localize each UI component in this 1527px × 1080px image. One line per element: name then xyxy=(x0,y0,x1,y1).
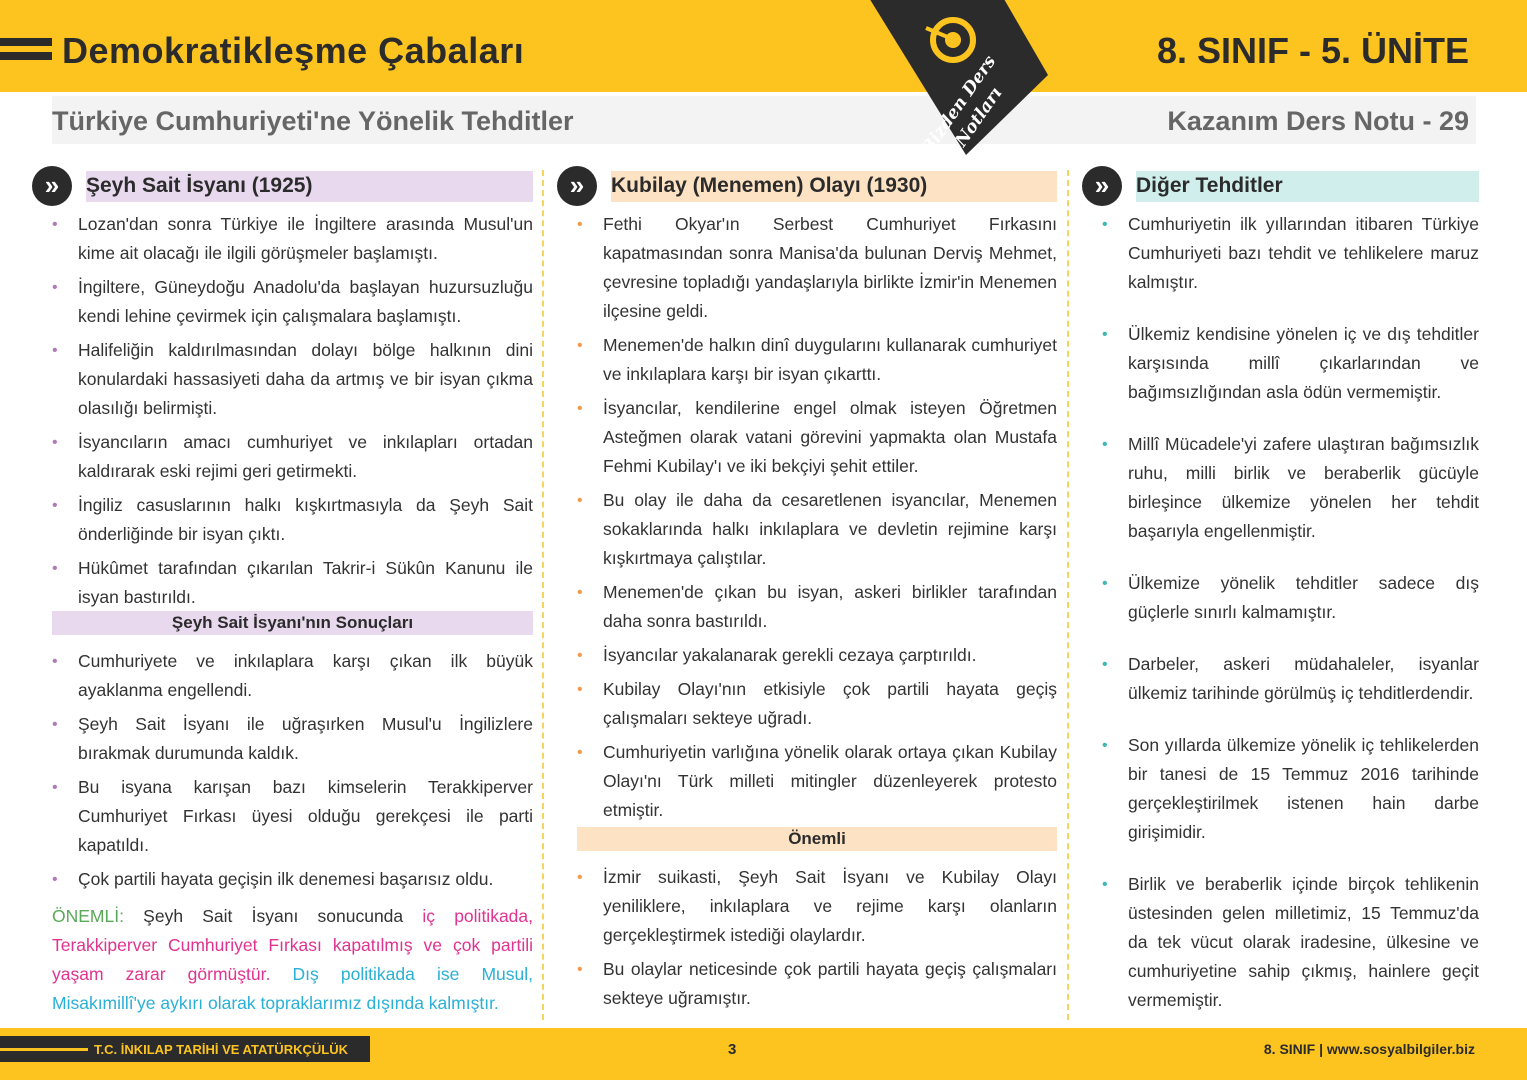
list-item: • Darbeler, askeri müdahaleler, isyanlar … xyxy=(1102,654,1479,703)
list-item: • Kubilay Olayı'nın etkisiyle çok partili… xyxy=(577,679,1057,728)
important-list: • İzmir suikasti, Şeyh Sait İsyanı ve Kub… xyxy=(577,863,1057,1013)
column-diger-tehditler: » Diğer Tehditler • Cumhuriyetin ilk yıll… xyxy=(1082,166,1479,1038)
column-seyh-sait: » Şeyh Sait İsyanı (1925) • Lozan'dan son… xyxy=(32,166,534,1018)
logo-badge: Bizden Ders Notları xyxy=(870,0,1048,159)
list-item: • Fethi Okyar'ın Serbest Cumhuriyet Fırka… xyxy=(577,214,1057,321)
section-heading: » Kubilay (Menemen) Olayı (1930) xyxy=(557,166,1057,206)
top-banner: Demokratikleşme Çabaları 8. SINIF - 5. Ü… xyxy=(0,0,1527,92)
column-kubilay: » Kubilay (Menemen) Olayı (1930) • Fethi … xyxy=(557,166,1057,1018)
list-item: • Ülkemize yönelik tehditler sadece dış g… xyxy=(1102,573,1479,622)
list-item: • İsyancıların amacı cumhuriyet ve inkıla… xyxy=(52,432,533,481)
section-heading: » Şeyh Sait İsyanı (1925) xyxy=(32,166,533,206)
list-item: • Menemen'de çıkan bu isyan, askeri birli… xyxy=(577,582,1057,631)
target-icon xyxy=(930,17,976,63)
list-item: • Hükûmet tarafından çıkarılan Takrir-i S… xyxy=(52,558,533,607)
chevron-right-icon: » xyxy=(32,166,72,206)
chevron-right-icon: » xyxy=(557,166,597,206)
list-item: • Bu olaylar neticesinde çok partili haya… xyxy=(577,959,1057,1008)
list-item: • Cumhuriyete ve inkılaplara karşı çıkan … xyxy=(52,651,533,700)
footer: T.C. İNKILAP TARİHİ VE ATATÜRKÇÜLÜK 3 8.… xyxy=(0,1028,1527,1080)
list-item: • Birlik ve beraberlik içinde birçok tehl… xyxy=(1102,874,1479,1010)
course-name: T.C. İNKILAP TARİHİ VE ATATÜRKÇÜLÜK xyxy=(94,1042,348,1057)
lesson-number: Kazanım Ders Notu - 29 xyxy=(1167,106,1469,136)
results-list: • Cumhuriyete ve inkılaplara karşı çıkan … xyxy=(52,647,533,894)
column-divider xyxy=(1067,170,1069,1020)
unit-label: 8. SINIF - 5. ÜNİTE xyxy=(1156,30,1469,71)
bullet-list: • Fethi Okyar'ın Serbest Cumhuriyet Fırka… xyxy=(577,210,1057,825)
footer-site: 8. SINIF | www.sosyalbilgiler.biz xyxy=(1263,1041,1475,1057)
list-item: • İsyancılar yakalanarak gerekli cezaya ç… xyxy=(577,645,977,665)
subheading: Şeyh Sait İsyanı'nın Sonuçları xyxy=(52,611,533,635)
chevron-right-icon: » xyxy=(1082,166,1122,206)
subheading: Önemli xyxy=(577,827,1057,851)
subtitle-bar xyxy=(52,96,1476,144)
list-item: • Millî Mücadele'yi zafere ulaştıran bağı… xyxy=(1102,434,1479,541)
column-divider xyxy=(542,170,544,1020)
page-title: Demokratikleşme Çabaları xyxy=(62,30,525,71)
list-item: • Bu olay ile daha da cesaretlenen isyanc… xyxy=(577,490,1057,568)
title-bars-icon xyxy=(0,38,52,64)
bullet-list: • Lozan'dan sonra Türkiye ile İngiltere a… xyxy=(52,210,533,612)
list-item: • Son yıllarda ülkemize yönelik iç tehlik… xyxy=(1102,735,1479,842)
list-item: • Lozan'dan sonra Türkiye ile İngiltere a… xyxy=(52,214,533,263)
subtitle: Türkiye Cumhuriyeti'ne Yönelik Tehditler xyxy=(52,106,574,136)
list-item: • Çok partili hayata geçişin ilk denemesi… xyxy=(52,869,494,889)
list-item: • İsyancılar, kendilerine engel olmak ist… xyxy=(577,398,1057,476)
section-heading: » Diğer Tehditler xyxy=(1082,166,1479,206)
list-item: • Ülkemiz kendisine yönelen iç ve dış teh… xyxy=(1102,324,1479,402)
list-item: • İngiltere, Güneydoğu Anadolu'da başlaya… xyxy=(52,277,533,326)
list-item: • İngiliz casuslarının halkı kışkırtmasıy… xyxy=(52,495,533,544)
list-item: • Bu isyana karışan bazı kimselerin Terak… xyxy=(52,777,533,855)
list-item: • İzmir suikasti, Şeyh Sait İsyanı ve Kub… xyxy=(577,867,1057,945)
bullet-list: • Cumhuriyetin ilk yıllarından itibaren T… xyxy=(1102,210,1479,1015)
list-item: • Cumhuriyetin varlığına yönelik olarak o… xyxy=(577,742,1057,820)
list-item: • Halifeliğin kaldırılmasından dolayı böl… xyxy=(52,340,533,418)
list-item: • Menemen'de halkın dinî duygularını kull… xyxy=(577,335,1057,384)
list-item: • Şeyh Sait İsyanı ile uğraşırken Musul'u… xyxy=(52,714,533,763)
list-item: • Cumhuriyetin ilk yıllarından itibaren T… xyxy=(1102,214,1479,292)
important-note: ÖNEMLİ: Şeyh Sait İsyanı sonucunda iç po… xyxy=(52,906,534,1013)
page-number: 3 xyxy=(728,1041,737,1058)
